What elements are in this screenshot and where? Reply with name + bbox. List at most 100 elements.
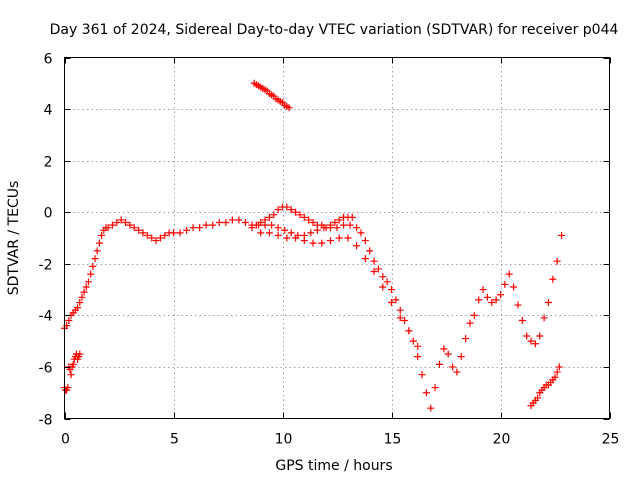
data-point [340,221,348,229]
data-point [523,332,531,340]
data-point [283,203,291,211]
series-5 [527,363,563,410]
data-point [152,237,160,245]
data-point [309,239,317,247]
data-point [536,332,544,340]
data-point [322,224,330,232]
data-point [64,384,72,392]
data-point [117,216,125,224]
y-tick-label: 0 [44,206,53,222]
data-point [401,317,409,325]
plot-frame [64,57,610,419]
data-point [139,229,147,237]
data-point [449,363,457,371]
data-point [104,224,112,232]
data-point [346,221,354,229]
data-point [170,229,177,237]
data-point [551,373,559,381]
data-point [252,221,260,229]
data-point [113,219,121,227]
x-tick-label: 15 [384,432,402,448]
data-point [427,404,435,412]
data-point [392,296,400,304]
data-point [470,311,478,319]
data-point [248,224,256,232]
data-point [122,219,130,227]
series-1 [248,203,356,232]
data-point [67,371,75,379]
y-tick-label: -8 [39,413,53,429]
data-point [344,234,352,242]
data-point [126,221,134,229]
data-point [549,275,557,283]
x-tick-label: 20 [493,432,511,448]
data-point [331,219,339,227]
data-point [76,350,84,358]
data-point [558,231,566,239]
data-point [89,262,97,270]
data-point [148,234,156,242]
data-point [161,231,169,239]
data-point [388,286,395,294]
x-tick-label: 5 [170,432,179,448]
data-point [265,213,273,221]
data-point [418,371,426,379]
data-point [84,278,92,286]
data-point [196,224,204,232]
data-point [257,229,265,237]
data-point [65,317,73,325]
data-point [274,206,282,214]
data-point [409,337,417,345]
ticks-layer [64,57,611,420]
y-tick-label: 4 [44,103,53,119]
data-point [405,327,413,335]
data-point [431,384,439,392]
data-point [396,314,404,322]
data-point [176,229,184,237]
y-axis-title: SDTVAR / TECUs [6,181,22,296]
data-point [440,345,448,353]
data-point [335,234,343,242]
data-point [215,219,223,227]
data-point [326,221,334,229]
data-point [333,224,341,232]
data-point [453,368,461,376]
data-point [287,206,295,214]
data-point [209,221,217,229]
data-point [270,211,278,219]
data-point [292,234,300,242]
x-tick-label: 0 [61,432,70,448]
y-tick-labels: -8 -6 -4 -2 0 2 4 6 [39,52,53,429]
data-point [93,247,101,255]
data-point [414,342,422,350]
data-point [414,353,422,361]
data-point [531,340,539,348]
data-point [108,221,116,229]
data-point [228,216,236,224]
data-point [366,247,374,255]
data-point [497,291,504,299]
data-point [307,229,315,237]
series-0 [61,216,566,412]
data-point [444,350,452,358]
x-axis-title: GPS time / hours [275,458,392,474]
data-point [257,219,265,227]
data-point [488,298,496,306]
data-point [501,280,509,288]
data-point [422,389,430,397]
y-tick-label: -4 [39,309,53,325]
y-tick-label: -6 [39,361,53,377]
data-point [82,283,90,291]
data-point [281,226,289,234]
data-point [379,273,387,281]
chart-title: Day 361 of 2024, Sidereal Day-to-day VTE… [50,22,619,38]
x-tick-labels: 0 5 10 15 20 25 [61,432,619,448]
data-point [98,231,106,239]
data-point [183,226,191,234]
data-point [135,226,143,234]
data-point [388,298,395,306]
series-2 [257,229,422,350]
data-point [235,216,243,224]
data-point [396,306,404,314]
data-point [353,242,361,250]
